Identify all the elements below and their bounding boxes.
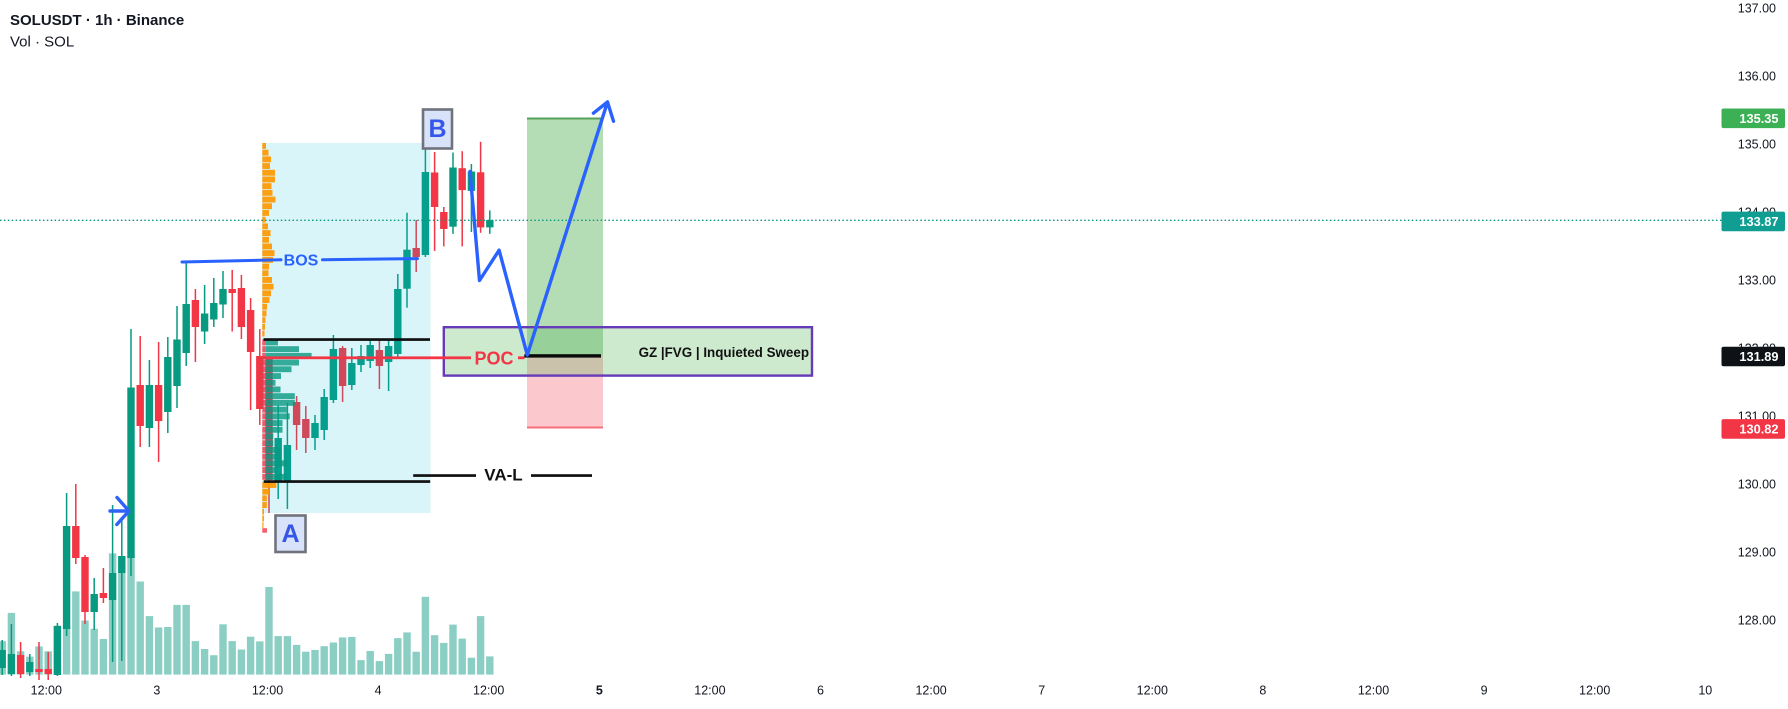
svg-text:130.82: 130.82: [1739, 421, 1778, 436]
svg-text:GZ |FVG | Inquieted Sweep: GZ |FVG | Inquieted Sweep: [639, 345, 809, 360]
svg-text:137.00: 137.00: [1738, 1, 1776, 15]
svg-text:A: A: [281, 520, 299, 548]
svg-text:7: 7: [1038, 684, 1045, 698]
svg-text:B: B: [428, 115, 446, 143]
svg-text:VA-L: VA-L: [484, 466, 522, 485]
svg-text:Vol · SOL: Vol · SOL: [10, 34, 74, 51]
svg-text:129.00: 129.00: [1738, 545, 1776, 559]
svg-text:136.00: 136.00: [1738, 69, 1776, 83]
svg-text:12:00: 12:00: [31, 684, 62, 698]
svg-text:8: 8: [1259, 684, 1266, 698]
svg-text:135.00: 135.00: [1738, 137, 1776, 151]
svg-text:128.00: 128.00: [1738, 613, 1776, 627]
svg-text:133.87: 133.87: [1739, 214, 1778, 229]
svg-text:5: 5: [596, 684, 603, 698]
svg-text:BOS: BOS: [284, 253, 319, 270]
svg-text:9: 9: [1481, 684, 1488, 698]
svg-text:135.35: 135.35: [1739, 111, 1778, 126]
svg-text:131.89: 131.89: [1739, 349, 1778, 364]
svg-text:12:00: 12:00: [1358, 684, 1389, 698]
svg-text:12:00: 12:00: [694, 684, 725, 698]
svg-text:POC: POC: [474, 349, 513, 369]
svg-text:12:00: 12:00: [252, 684, 283, 698]
svg-text:12:00: 12:00: [1579, 684, 1610, 698]
svg-text:6: 6: [817, 684, 824, 698]
svg-text:4: 4: [375, 684, 382, 698]
svg-text:3: 3: [153, 684, 160, 698]
svg-text:12:00: 12:00: [915, 684, 946, 698]
svg-text:12:00: 12:00: [1137, 684, 1168, 698]
svg-text:12:00: 12:00: [473, 684, 504, 698]
svg-text:SOLUSDT · 1h · Binance: SOLUSDT · 1h · Binance: [10, 12, 184, 29]
svg-text:10: 10: [1698, 684, 1712, 698]
svg-text:130.00: 130.00: [1738, 477, 1776, 491]
svg-text:133.00: 133.00: [1738, 273, 1776, 287]
